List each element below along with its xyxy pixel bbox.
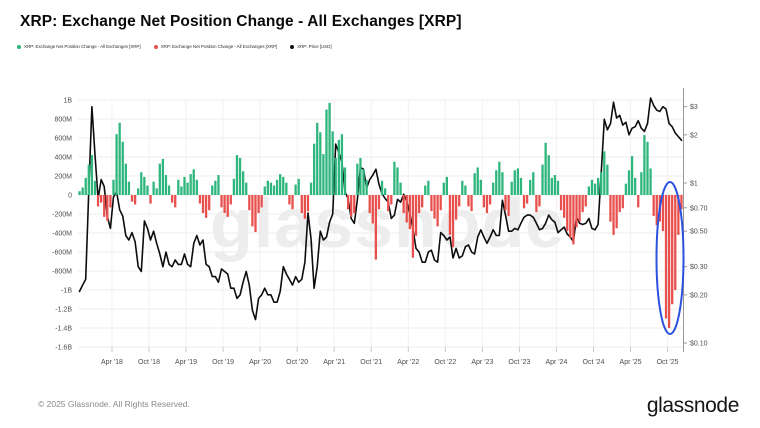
black-dot-icon: [290, 44, 295, 49]
net-position-bars: [78, 102, 683, 328]
x-axis-label: Oct '22: [434, 359, 456, 366]
x-axis-label: Oct '19: [212, 359, 234, 366]
left-axis-label: 400M: [54, 155, 72, 162]
highlight-ellipse-annotation: [655, 181, 685, 335]
x-axis-label: Oct '18: [138, 359, 160, 366]
x-axis-label: Oct '24: [583, 359, 605, 366]
legend-item-price[interactable]: XRP: Price [USD]: [290, 44, 332, 49]
right-axis-label: $0.50: [690, 229, 708, 236]
legend-label: XRP: Price [USD]: [297, 44, 332, 49]
left-axis-label: -1.2B: [55, 307, 72, 314]
right-axis-label: $0.70: [690, 205, 708, 212]
right-axis-label: $0.10: [690, 341, 708, 348]
x-axis-label: Oct '20: [286, 359, 308, 366]
x-axis-label: Apr '24: [545, 359, 567, 366]
x-axis-label: Apr '25: [620, 359, 642, 366]
chart-canvas[interactable]: glassnode1B800M600M400M200M0-200M-400M-6…: [0, 0, 760, 385]
right-axis-label: $1: [690, 181, 698, 188]
price-line: [78, 97, 683, 321]
legend-item-netposition-negative[interactable]: XRP: Exchange Net Position Change - All …: [153, 44, 278, 49]
left-axis-label: -1B: [61, 288, 72, 295]
right-axis-label: $0.20: [690, 292, 708, 299]
legend-label: XRP: Exchange Net Position Change - All …: [160, 44, 278, 49]
left-axis-label: -800M: [52, 269, 72, 276]
x-axis-label: Apr '19: [175, 359, 197, 366]
x-axis-label: Oct '25: [657, 359, 679, 366]
left-axis-label: 600M: [54, 136, 72, 143]
right-axis-label: $0.30: [690, 264, 708, 271]
x-axis-label: Apr '22: [397, 359, 419, 366]
left-axis-label: -1.4B: [55, 326, 72, 333]
left-axis-label: 0: [68, 193, 72, 200]
chart-legend: XRP: Exchange Net Position Change - All …: [17, 44, 332, 49]
right-axis-label: $2: [690, 132, 698, 139]
x-axis-label: Oct '21: [360, 359, 382, 366]
x-axis-label: Apr '20: [249, 359, 271, 366]
x-axis-label: Apr '18: [101, 359, 123, 366]
glassnode-logo[interactable]: glassnode: [646, 394, 740, 417]
legend-label: XRP: Exchange Net Position Change - All …: [24, 44, 141, 49]
x-axis-label: Apr '21: [323, 359, 345, 366]
legend-item-netposition-positive[interactable]: XRP: Exchange Net Position Change - All …: [17, 44, 141, 49]
left-axis-label: -200M: [52, 212, 72, 219]
green-dot-icon: [17, 44, 21, 49]
left-axis-label: 200M: [54, 174, 72, 181]
footer-copyright: © 2025 Glassnode. All Rights Reserved.: [38, 399, 190, 409]
left-axis-label: -600M: [52, 250, 72, 257]
left-axis-label: -1.6B: [55, 345, 72, 352]
left-axis-label: 1B: [63, 98, 72, 105]
x-axis-label: Oct '23: [508, 359, 530, 366]
right-axis-label: $3: [690, 104, 698, 111]
left-axis-label: 800M: [54, 117, 72, 124]
red-dot-icon: [153, 44, 158, 49]
left-axis-label: -400M: [52, 231, 72, 238]
page-title: XRP: Exchange Net Position Change - All …: [20, 13, 462, 30]
x-axis-label: Apr '23: [471, 359, 493, 366]
